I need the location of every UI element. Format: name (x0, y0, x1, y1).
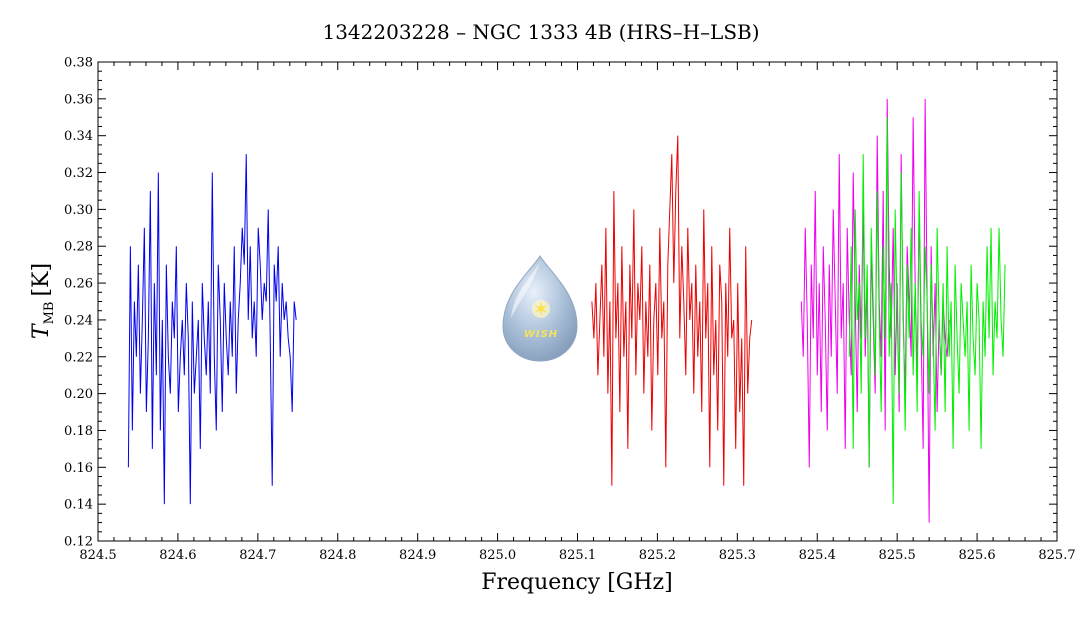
y-tick-label: 0.14 (64, 498, 93, 513)
y-tick-label: 0.26 (64, 277, 93, 292)
y-tick-label: 0.32 (64, 166, 93, 181)
series-4-line (848, 117, 1006, 505)
y-tick-label: 0.12 (64, 535, 93, 550)
wish-logo: ✶ WISH (502, 255, 578, 362)
y-tick-label: 0.34 (64, 129, 93, 144)
series-2-line (591, 135, 753, 486)
x-tick-label: 825.0 (479, 548, 516, 563)
logo-text: WISH (524, 329, 558, 340)
y-axis-label: TMB [K] (29, 263, 57, 339)
x-tick-label: 825.7 (1038, 548, 1075, 563)
y-tick-label: 0.28 (64, 240, 93, 255)
y-tick-label: 0.16 (64, 461, 93, 476)
x-tick-label: 825.4 (799, 548, 836, 563)
logo-star-icon: ✶ (533, 297, 550, 321)
x-tick-label: 825.2 (639, 548, 676, 563)
x-tick-label: 825.3 (719, 548, 756, 563)
series-layer (127, 98, 1006, 523)
x-tick-label: 824.5 (79, 548, 116, 563)
y-tick-label: 0.38 (64, 56, 93, 71)
axis-ticks (97, 61, 1058, 542)
y-axis-label-unit: [K] (29, 263, 54, 297)
x-tick-labels: 824.5 824.6 824.7 824.8 824.9 825.0 825.1 825.2… (79, 548, 1075, 563)
series-1-line (127, 154, 297, 505)
x-tick-label: 824.8 (319, 548, 356, 563)
y-axis-label-symbol: T (29, 322, 54, 339)
x-tick-label: 824.9 (399, 548, 436, 563)
x-axis-label: Frequency [GHz] (481, 570, 673, 595)
svg-text:TMB[K]: TMB [K] (29, 263, 57, 339)
x-tick-label: 825.1 (559, 548, 596, 563)
x-tick-label: 824.7 (239, 548, 276, 563)
y-tick-label: 0.22 (64, 350, 93, 365)
y-axis-label-subscript: MB (42, 302, 57, 325)
y-tick-label: 0.20 (64, 387, 93, 402)
x-tick-label: 825.6 (958, 548, 995, 563)
x-tick-label: 825.5 (879, 548, 916, 563)
y-tick-labels: 0.12 0.14 0.16 0.18 0.20 0.22 0.24 0.26 0.28 0.30… (64, 56, 93, 550)
x-tick-label: 824.6 (159, 548, 196, 563)
series-3-line (800, 98, 950, 523)
y-tick-label: 0.24 (64, 313, 93, 328)
y-tick-label: 0.18 (64, 424, 93, 439)
logo-star-glow (532, 300, 550, 318)
logo-drop-highlight (511, 262, 540, 318)
chart-title: 1342203228 – NGC 1333 4B (HRS–H–LSB) (322, 20, 759, 44)
y-tick-label: 0.36 (64, 92, 93, 107)
y-tick-label: 0.30 (64, 203, 93, 218)
